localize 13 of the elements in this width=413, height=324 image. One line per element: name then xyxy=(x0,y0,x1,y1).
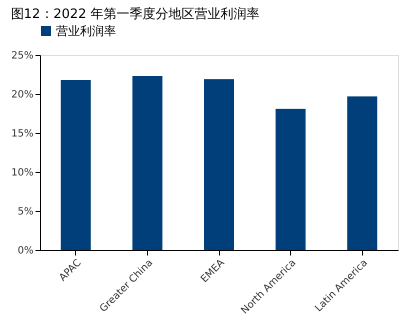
y-tick-label: 20% xyxy=(11,90,34,100)
bar xyxy=(204,79,234,250)
y-tick-label: 15% xyxy=(11,128,34,140)
bar xyxy=(276,108,306,250)
y-tick-label: 25% xyxy=(11,50,34,62)
chart-title: 图12：2022 年第一季度分地区营业利润率 xyxy=(10,6,260,22)
legend-label: 营业利润率 xyxy=(56,24,116,38)
y-tick-label: 10% xyxy=(11,168,34,178)
y-tick-label: 0% xyxy=(18,246,34,256)
bar xyxy=(347,96,378,250)
bar xyxy=(60,80,91,250)
bar xyxy=(132,76,162,250)
y-tick-label: 5% xyxy=(18,206,34,218)
